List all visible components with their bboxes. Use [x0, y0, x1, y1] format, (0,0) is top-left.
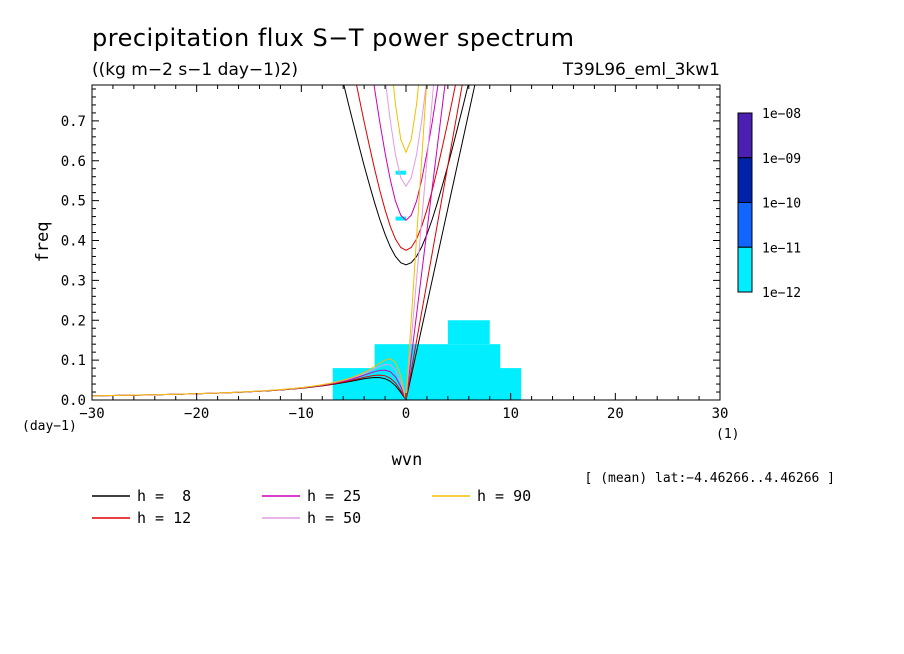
- colorbar-swatch: [737, 112, 753, 159]
- x-tick-label: −10: [289, 406, 314, 422]
- curve-ig-h50: [385, 85, 427, 188]
- colorbar-label: 1e−12: [762, 286, 801, 301]
- chart-subtitle: ((kg m−2 s−1 day−1)2): [92, 60, 298, 80]
- legend-label: h = 8: [137, 487, 191, 505]
- legend-label: h = 50: [307, 509, 361, 527]
- power-regions: [332, 170, 522, 400]
- legend: h = 8 h = 12 h = 25 h = 50 h = 90: [92, 487, 531, 527]
- power-region-1: [374, 344, 501, 377]
- y-tick-label: 0.0: [61, 393, 86, 409]
- y-axis-label: freq: [33, 222, 53, 263]
- colorbar-swatch: [737, 202, 753, 248]
- curve-rossby-h90: [92, 358, 407, 400]
- colorbar-swatch: [737, 246, 753, 293]
- x-tick-label: −20: [184, 406, 209, 422]
- x-axis-label: wvn: [392, 450, 423, 470]
- x-tick-label: 20: [607, 406, 624, 422]
- run-label: T39L96_eml_3kw1: [562, 60, 720, 80]
- colorbar-label: 1e−10: [762, 197, 801, 212]
- x-tick-label: 0: [402, 406, 410, 422]
- y-tick-label: 0.1: [61, 353, 86, 369]
- legend-label: h = 12: [137, 509, 191, 527]
- y-tick-label: 0.2: [61, 313, 86, 329]
- y-axis: 0.0 0.1 0.2 0.3 0.4 0.5 0.6 0.7: [61, 88, 720, 409]
- x-tick-label: 10: [502, 406, 519, 422]
- dispersion-curves: [92, 85, 476, 400]
- curve-ig-h25: [373, 85, 439, 221]
- curve-ig-h90: [392, 85, 420, 154]
- x-tick-label: 30: [712, 406, 729, 422]
- colorbar-label: 1e−11: [762, 241, 801, 256]
- power-region-2: [447, 320, 490, 345]
- y-tick-label: 0.6: [61, 154, 86, 170]
- power-region-4: [395, 216, 406, 221]
- curve-kelvin-h8: [405, 85, 476, 400]
- colorbar-swatch: [737, 157, 753, 203]
- chart-title: precipitation flux S−T power spectrum: [92, 24, 575, 52]
- colorbar-label: 1e−09: [762, 152, 801, 167]
- power-region-3: [395, 170, 406, 175]
- y-tick-label: 0.3: [61, 273, 86, 289]
- colorbar: 1e−08 1e−09 1e−10 1e−11 1e−12: [737, 107, 801, 301]
- legend-label: h = 25: [307, 487, 361, 505]
- x-axis: −30 −20 −10 0 10 20 30: [79, 85, 728, 422]
- curve-ig-h8: [343, 85, 469, 266]
- y-tick-label: 0.5: [61, 194, 86, 210]
- curve-kelvin-h12: [405, 85, 463, 400]
- footnote: [ (mean) lat:−4.46266..4.46266 ]: [585, 471, 835, 486]
- x-unit-label: (1): [716, 427, 739, 442]
- y-tick-label: 0.4: [61, 234, 86, 250]
- y-unit-label: (day−1): [22, 419, 77, 434]
- x-tick-label: −30: [79, 406, 104, 422]
- colorbar-label: 1e−08: [762, 107, 801, 122]
- curve-ig-h12: [356, 85, 456, 251]
- y-tick-label: 0.7: [61, 114, 86, 130]
- legend-label: h = 90: [477, 487, 531, 505]
